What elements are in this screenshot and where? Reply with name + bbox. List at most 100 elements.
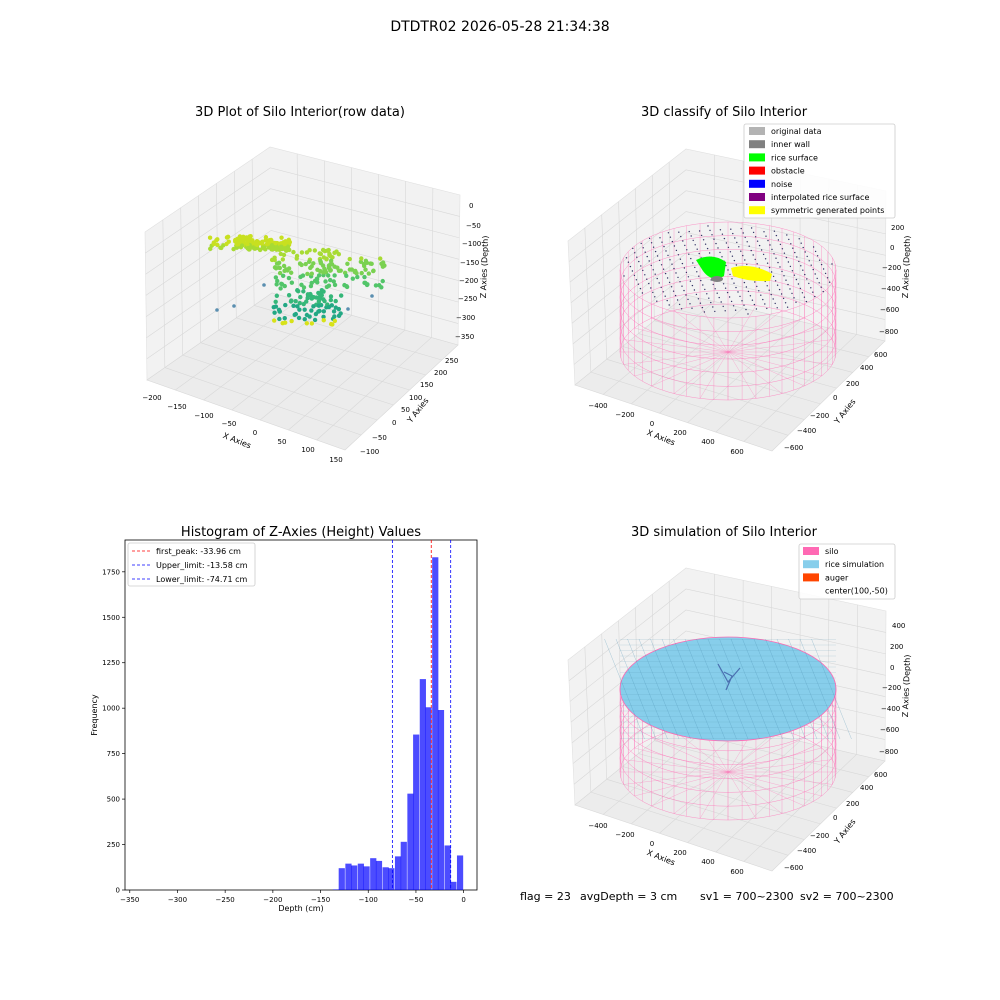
classify-surface-point <box>704 288 706 291</box>
classify-surface-point <box>662 291 664 293</box>
classify-xtick: 0 <box>650 420 654 428</box>
raw-point <box>327 277 333 283</box>
grid-line <box>743 334 857 442</box>
raw-point <box>268 237 274 243</box>
classify-surface-point <box>708 297 710 299</box>
raw-z-ticks: 0 −50 −100 −150 −200 −250 −300 −350 <box>455 202 481 341</box>
classify-surface-point <box>654 273 656 275</box>
classify-surface-point <box>769 244 771 246</box>
raw-point <box>297 300 302 306</box>
raw-point <box>245 242 250 247</box>
classify-surface-point <box>658 259 661 262</box>
classify-surface-point <box>773 230 776 232</box>
raw-point <box>327 253 332 258</box>
raw-point <box>328 268 333 273</box>
classify-surface-point <box>679 258 682 260</box>
raw-point <box>291 249 296 255</box>
classify-ytick: −200 <box>810 412 829 420</box>
raw-point <box>274 247 279 252</box>
classify-surface-point <box>787 283 789 286</box>
classify-surface-point <box>768 266 771 269</box>
raw-point <box>323 279 328 284</box>
histogram-xtick-label: −50 <box>409 896 424 904</box>
raw-y-ticks: −100 −50 0 50 100 150 200 250 <box>360 357 458 456</box>
classify-surface-point <box>713 238 715 240</box>
raw-ztick: −250 <box>458 295 477 303</box>
rice-mesh-line <box>615 638 657 740</box>
raw-point <box>320 263 326 268</box>
classify-ztick: −200 <box>882 264 901 272</box>
simulation-rice-surface <box>604 636 852 742</box>
classify-surface-point <box>751 299 754 301</box>
classify-surface-point <box>744 259 746 261</box>
classify-x-axis-label: X Axies <box>646 428 677 447</box>
classify-surface-point <box>668 304 670 306</box>
simulation-3d-panel: 3D simulation of Silo Interior −400 −200… <box>567 525 912 876</box>
classify-surface-point <box>776 307 778 309</box>
classify-surface-point <box>781 270 783 273</box>
histogram-bar <box>388 868 395 890</box>
simulation-ytick: 400 <box>860 784 873 792</box>
classify-surface-point <box>646 255 648 258</box>
raw-point <box>288 270 294 275</box>
histogram-xtick-label: −350 <box>120 896 139 904</box>
classify-surface-point <box>774 280 777 282</box>
raw-point <box>300 273 306 278</box>
classify-surface-point <box>800 265 802 267</box>
simulation-z-ticks: 400 200 0 −200 −400 −600 −800 <box>879 622 905 756</box>
classify-surface-point <box>715 242 717 245</box>
classify-surface-point <box>734 237 736 239</box>
raw-ztick: −300 <box>456 314 475 322</box>
raw-point <box>283 302 288 308</box>
classify-surface-point <box>716 292 718 294</box>
raw-ztick: −150 <box>460 259 479 267</box>
raw-point <box>273 275 279 280</box>
classify-surface-point <box>762 253 765 256</box>
classify-surface-point <box>810 287 812 289</box>
classify-surface-point <box>689 280 692 282</box>
grid-line <box>296 153 299 301</box>
histogram-bar <box>370 858 377 890</box>
raw-point <box>245 238 251 243</box>
histogram-x-axis-label: Depth (cm) <box>278 904 323 913</box>
grid-line <box>216 183 219 331</box>
histogram-x-ticks: −350 −300 −250 −200 −150 −100 −50 0 <box>120 890 466 904</box>
classify-legend-swatch <box>749 166 765 175</box>
raw-point <box>316 303 322 308</box>
classify-surface-point <box>685 294 687 296</box>
raw-xtick: −200 <box>142 394 161 402</box>
classify-pane-floor <box>574 294 886 452</box>
raw-point <box>296 289 301 294</box>
classify-surface-point <box>784 302 787 304</box>
raw-point <box>309 308 314 313</box>
classify-surface-point <box>826 277 829 279</box>
silo-floor-spoke <box>727 351 805 387</box>
classify-surface-point <box>772 298 774 300</box>
raw-xtick: −100 <box>194 412 213 420</box>
classify-surface-point <box>738 246 740 248</box>
classify-ztick: −600 <box>880 306 899 314</box>
classify-y-ticks: −600 −400 −200 0 200 400 600 <box>784 351 887 452</box>
raw-ztick: −50 <box>466 222 481 230</box>
grid-line <box>570 211 886 303</box>
grid-line <box>659 314 772 414</box>
classify-surface-point <box>719 229 722 231</box>
classify-surface-point <box>791 270 794 272</box>
raw-point <box>345 261 350 266</box>
raw-point <box>211 240 217 245</box>
raw-point <box>352 269 357 275</box>
classify-surface-point <box>698 252 700 255</box>
silo-floor-spoke <box>673 730 729 773</box>
raw-xtick: 150 <box>329 456 342 464</box>
classify-surface-point <box>787 261 790 263</box>
classify-surface-point <box>686 249 688 251</box>
raw-point <box>318 259 323 265</box>
raw-point <box>307 314 312 319</box>
classify-surface-point <box>820 263 823 266</box>
raw-point <box>224 235 230 240</box>
grid-line <box>638 333 837 389</box>
classify-surface-point <box>677 254 680 256</box>
classify-surface-point <box>698 275 700 277</box>
grid-line <box>182 354 378 421</box>
classify-surface-point <box>669 259 671 261</box>
